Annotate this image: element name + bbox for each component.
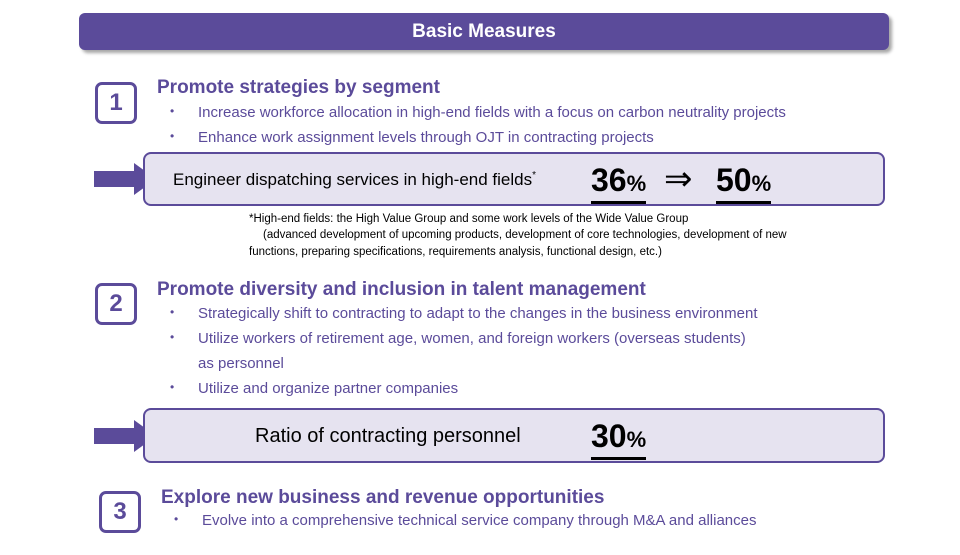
implies-arrow-icon: ⇒ (664, 160, 693, 198)
list-item: • Utilize and organize partner companies (170, 380, 459, 397)
footnote-line-2: (advanced development of upcoming produc… (263, 229, 787, 241)
section-number-2: 2 (95, 283, 137, 325)
bullet-text: Evolve into a comprehensive technical se… (202, 512, 757, 529)
footnote-line-1: *High-end fields: the High Value Group a… (249, 213, 689, 225)
kpi-ratio-value: 30% (591, 418, 647, 460)
bullet-icon: • (170, 330, 175, 344)
section-number-1: 1 (95, 82, 137, 124)
kpi-current-number: 36 (591, 162, 627, 198)
bullet-icon: • (170, 129, 175, 143)
footnote-mark: * (532, 170, 537, 181)
kpi-label-text: Engineer dispatching services in high-en… (173, 170, 533, 189)
kpi-box-1 (143, 152, 885, 206)
kpi-ratio-number: 30 (591, 418, 627, 454)
page-title: Basic Measures (79, 13, 889, 50)
list-item: • Strategically shift to contracting to … (170, 305, 758, 322)
list-item: • Evolve into a comprehensive technical … (174, 512, 757, 529)
section-number-3: 3 (99, 491, 141, 533)
kpi-ratio-unit: % (626, 427, 647, 452)
list-item: • Enhance work assignment levels through… (170, 129, 654, 146)
kpi-target-unit: % (751, 171, 772, 196)
bullet-icon: • (174, 512, 179, 526)
bullet-icon: • (170, 104, 175, 118)
bullet-continuation: as personnel (198, 355, 284, 372)
list-item: • Increase workforce allocation in high-… (170, 104, 786, 121)
right-arrow-icon (94, 163, 156, 195)
kpi-current-unit: % (626, 171, 647, 196)
right-arrow-icon (94, 420, 156, 452)
bullet-icon: • (170, 380, 175, 394)
kpi-label-1: Engineer dispatching services in high-en… (173, 170, 536, 190)
bullet-text: Increase workforce allocation in high-en… (198, 104, 786, 121)
bullet-icon: • (170, 305, 175, 319)
kpi-box-2 (143, 408, 885, 463)
section-heading-2: Promote diversity and inclusion in talen… (157, 279, 646, 300)
bullet-text: Enhance work assignment levels through O… (198, 129, 654, 146)
kpi-label-2: Ratio of contracting personnel (255, 425, 521, 447)
section-heading-3: Explore new business and revenue opportu… (161, 487, 605, 508)
section-heading-1: Promote strategies by segment (157, 77, 440, 98)
kpi-current-value: 36% (591, 162, 647, 204)
kpi-target-number: 50 (716, 162, 752, 198)
list-item: • Utilize workers of retirement age, wom… (170, 330, 746, 347)
bullet-text: Strategically shift to contracting to ad… (198, 305, 758, 322)
bullet-text: Utilize and organize partner companies (198, 380, 459, 397)
kpi-target-value: 50% (716, 162, 772, 204)
footnote-line-3: functions, preparing specifications, req… (249, 246, 662, 258)
bullet-text: Utilize workers of retirement age, women… (198, 330, 746, 347)
